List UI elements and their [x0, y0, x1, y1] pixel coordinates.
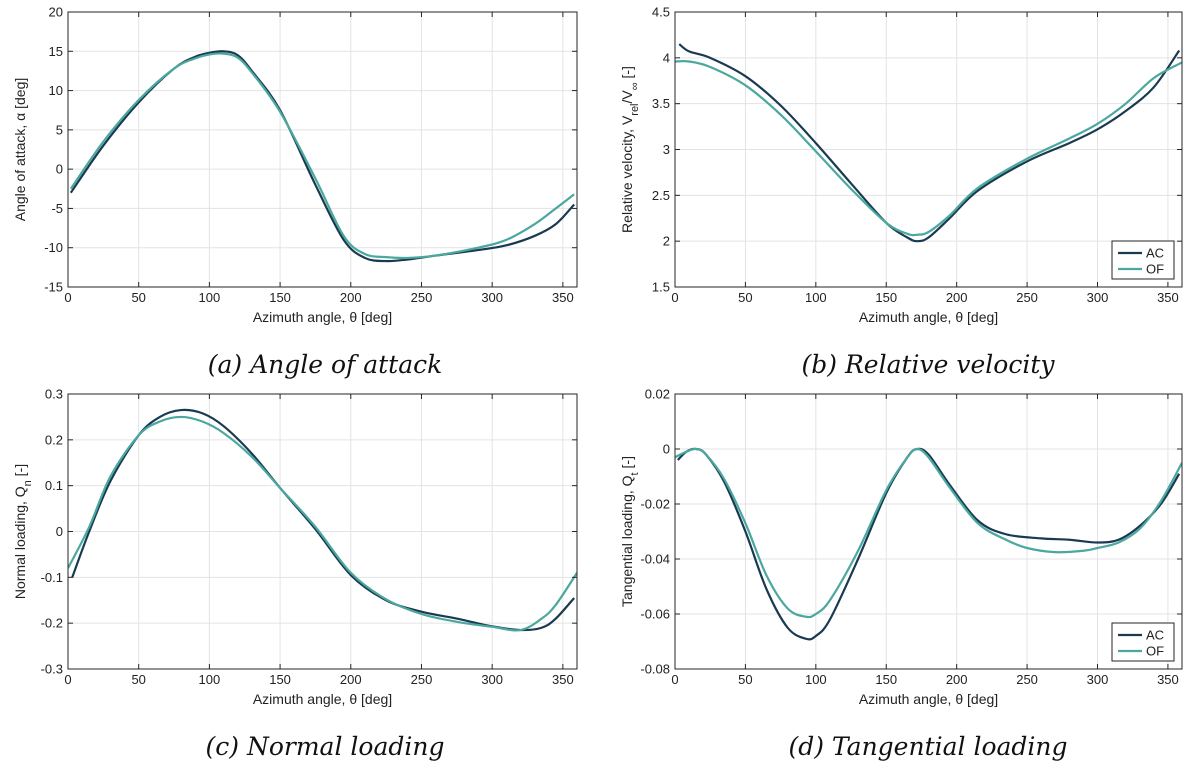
x-tick-label: 100	[805, 290, 827, 305]
x-tick-label: 350	[552, 672, 574, 687]
y-tick-label: 0.02	[645, 387, 670, 402]
y-tick-label: -0.08	[640, 662, 670, 677]
x-tick-label: 150	[875, 672, 897, 687]
x-tick-label: 0	[671, 672, 678, 687]
y-axis-label: Normal loading, Qn [-]	[12, 464, 34, 599]
legend-label-of: OF	[1146, 644, 1164, 659]
x-axis-label: Azimuth angle, θ [deg]	[253, 691, 392, 707]
legend-box	[1111, 622, 1175, 662]
x-tick-label: 200	[946, 672, 968, 687]
y-tick-label: -0.04	[640, 552, 670, 567]
series-group	[675, 43, 1182, 243]
y-tick-label: 2	[663, 234, 670, 249]
x-tick-label: 350	[1157, 672, 1179, 687]
caption-d: (d) Tangential loading	[788, 732, 1068, 761]
x-tick-label: 200	[340, 672, 362, 687]
panel-d: 0 50 100 150 200 250 300 350 -0.08 -0.06 -0.04 -0.0…	[619, 387, 1183, 707]
x-tick-label: 50	[131, 290, 145, 305]
x-tick-label: 0	[64, 672, 71, 687]
series-group	[69, 50, 575, 263]
caption-a: (a) Angle of attack	[207, 350, 443, 379]
y-tick-label: 3.5	[652, 96, 670, 111]
x-tick-label: 100	[199, 672, 221, 687]
y-tick-label: 0	[56, 162, 63, 177]
y-tick-label: 0	[56, 524, 63, 539]
y-axis-label: Angle of attack, α [deg]	[12, 78, 28, 222]
caption-c: (c) Normal loading	[205, 732, 445, 761]
x-tick-label: 250	[1016, 672, 1038, 687]
x-tick-label: 0	[64, 290, 71, 305]
y-tick-label: 1.5	[652, 280, 670, 295]
y-tick-label: -15	[44, 280, 63, 295]
legend-label-ac: AC	[1146, 246, 1164, 261]
axes-box	[67, 11, 578, 288]
x-tick-label: 150	[875, 290, 897, 305]
x-axis-label: Azimuth angle, θ [deg]	[859, 691, 998, 707]
x-tick-label: 100	[199, 290, 221, 305]
y-tick-label: -0.02	[640, 497, 670, 512]
x-tick-label: 300	[1087, 672, 1109, 687]
series-line-of	[675, 59, 1182, 237]
axes-box	[674, 393, 1183, 670]
y-tick-label: -0.06	[640, 607, 670, 622]
caption-b: (b) Relative velocity	[801, 350, 1055, 379]
x-tick-label: 200	[946, 290, 968, 305]
y-tick-label: -0.1	[41, 570, 63, 585]
y-tick-label: 0	[663, 442, 670, 457]
x-tick-label: 300	[481, 672, 503, 687]
y-tick-label: 20	[49, 5, 63, 20]
x-tick-label: 350	[552, 290, 574, 305]
series-group	[675, 447, 1182, 641]
series-line-of	[675, 447, 1182, 619]
panel-a: 0 50 100 150 200 250 300 350 -15 -10 -5 0 5 10 15 20 Azi…	[12, 5, 578, 325]
y-tick-label: 0.3	[45, 387, 63, 402]
x-tick-label: 150	[269, 672, 291, 687]
legend-label-ac: AC	[1146, 628, 1164, 643]
y-axis-label: Relative velocity, Vrel/V∞ [-]	[619, 66, 641, 233]
x-tick-label: 200	[340, 290, 362, 305]
x-tick-label: 150	[269, 290, 291, 305]
x-tick-label: 0	[671, 290, 678, 305]
series-line-ac	[678, 43, 1181, 243]
panel-b: 0 50 100 150 200 250 300 350 1.5 2 2.5 3 3.5 4 4.5 Azim…	[619, 5, 1183, 325]
x-axis-label: Azimuth angle, θ [deg]	[253, 309, 392, 325]
y-tick-label: 2.5	[652, 188, 670, 203]
x-axis-label: Azimuth angle, θ [deg]	[859, 309, 998, 325]
x-tick-label: 300	[481, 290, 503, 305]
legend-label-of: OF	[1146, 262, 1164, 277]
panel-c: 0 50 100 150 200 250 300 350 -0.3 -0.2 -0.1 0 0.1 0.2…	[12, 387, 578, 707]
x-tick-label: 50	[738, 672, 752, 687]
x-tick-label: 50	[738, 290, 752, 305]
y-tick-label: 4.5	[652, 5, 670, 20]
y-axis-label: Tangential loading, Qt [-]	[619, 456, 641, 607]
series-line-ac	[71, 408, 575, 632]
y-tick-label: 0.2	[45, 432, 63, 447]
y-tick-label: 3	[663, 142, 670, 157]
y-tick-label: -0.3	[41, 662, 63, 677]
y-tick-label: 10	[49, 83, 63, 98]
y-tick-label: 4	[663, 50, 670, 65]
x-tick-label: 300	[1087, 290, 1109, 305]
y-tick-label: -5	[51, 201, 63, 216]
y-tick-label: 0.1	[45, 478, 63, 493]
y-tick-label: 5	[56, 122, 63, 137]
y-tick-label: -10	[44, 240, 63, 255]
x-tick-label: 50	[131, 672, 145, 687]
series-line-of	[69, 52, 575, 260]
legend-box	[1111, 240, 1175, 280]
series-group	[68, 408, 577, 632]
series-line-of	[68, 415, 577, 632]
x-tick-label: 250	[1016, 290, 1038, 305]
y-tick-label: 15	[49, 44, 63, 59]
x-tick-label: 350	[1157, 290, 1179, 305]
x-tick-label: 250	[411, 290, 433, 305]
series-line-ac	[69, 50, 575, 263]
y-tick-label: -0.2	[41, 616, 63, 631]
x-tick-label: 100	[805, 672, 827, 687]
x-tick-label: 250	[411, 672, 433, 687]
